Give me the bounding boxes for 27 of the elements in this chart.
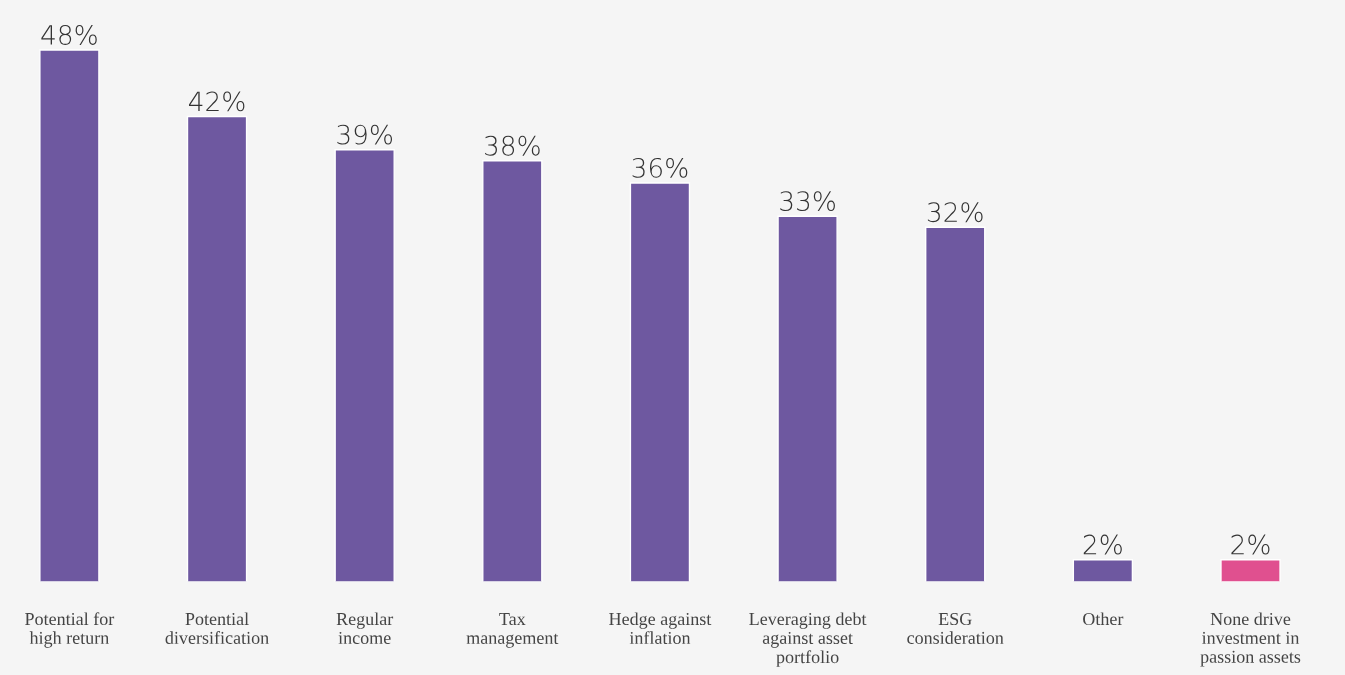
x-tick-label: Potential diversification [165, 612, 269, 644]
bar [186, 115, 248, 582]
data-label: 42% [188, 91, 245, 112]
x-tick-label: ESG consideration [907, 612, 1004, 644]
data-label: 32% [927, 202, 983, 223]
bar [925, 226, 986, 582]
bar [629, 182, 691, 582]
bar [334, 149, 395, 582]
x-tick-label: Leveraging debt against asset portfolio [749, 612, 867, 667]
data-label: 39% [337, 124, 393, 145]
x-tick-label: Other [1083, 612, 1124, 626]
bar [482, 160, 543, 582]
bar [1220, 558, 1281, 582]
bar [1072, 558, 1134, 582]
data-label: 33% [780, 191, 835, 212]
bar [39, 49, 100, 582]
x-tick-label: Potential for high return [25, 612, 115, 648]
data-label: 2% [1083, 534, 1122, 555]
bar [777, 215, 838, 582]
x-tick-label: None drive investment in passion assets [1200, 612, 1301, 667]
x-tick-label: Regular income [336, 612, 394, 645]
data-label: 38% [485, 135, 540, 156]
data-label: 48% [41, 24, 97, 45]
x-tick-label: Tax management [466, 613, 559, 648]
x-tick-label: Hedge against inflation [609, 612, 712, 645]
data-label: 36% [632, 157, 688, 178]
data-label: 2% [1231, 534, 1270, 555]
